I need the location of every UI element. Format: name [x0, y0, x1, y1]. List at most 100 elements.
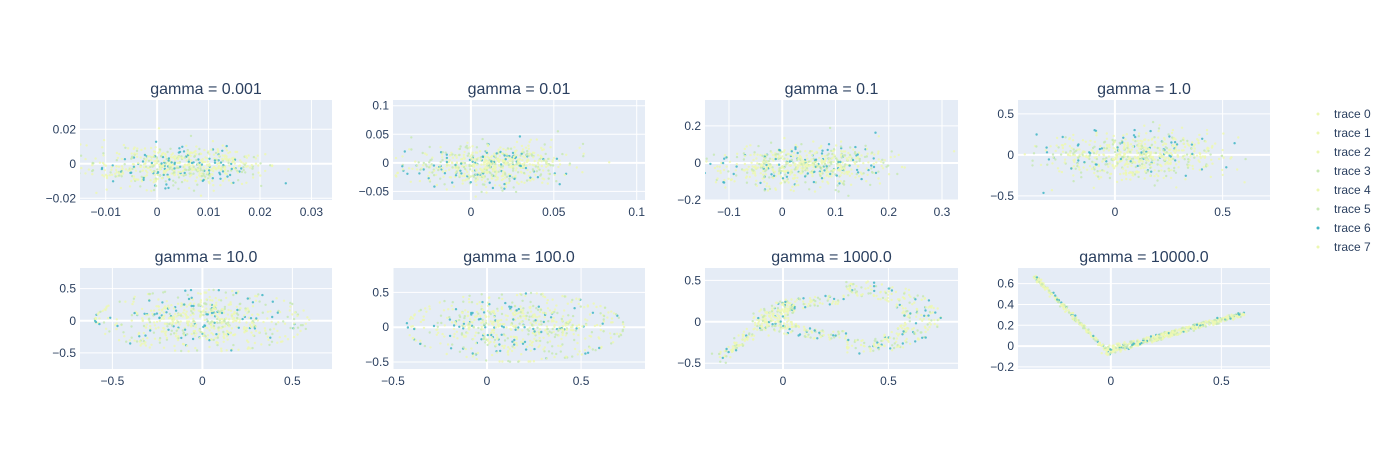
subplot-title: gamma = 100.0 [463, 249, 575, 266]
scatter-point [547, 334, 550, 337]
scatter-point [482, 332, 485, 336]
scatter-point [251, 167, 254, 170]
scatter-point [783, 325, 787, 328]
scatter-point [167, 304, 170, 307]
scatter-point [881, 167, 885, 170]
scatter-point [920, 313, 923, 317]
scatter-point [791, 155, 795, 158]
scatter-point [531, 331, 534, 335]
scatter-point [790, 320, 793, 324]
scatter-point [393, 148, 394, 151]
scatter-point [545, 357, 548, 360]
scatter-point [439, 177, 442, 180]
scatter-point [804, 332, 807, 335]
scatter-point [921, 336, 924, 339]
scatter-point [1064, 142, 1067, 146]
scatter-point [570, 328, 573, 332]
scatter-point [411, 325, 414, 328]
scatter-point [137, 331, 141, 335]
scatter-point [255, 295, 259, 298]
scatter-point [494, 162, 497, 166]
scatter-point [1145, 150, 1148, 153]
scatter-point [445, 156, 449, 160]
scatter-point [841, 161, 844, 164]
scatter-point [566, 302, 569, 305]
scatter-point [131, 175, 134, 178]
scatter-point [836, 164, 839, 168]
scatter-point [846, 172, 849, 176]
scatter-point [495, 171, 498, 174]
scatter-point [1158, 147, 1161, 150]
scatter-point [905, 337, 908, 341]
scatter-point [529, 360, 532, 363]
scatter-point [751, 320, 754, 323]
scatter-point [447, 308, 450, 311]
scatter-point [1187, 158, 1190, 161]
scatter-point [771, 153, 775, 157]
scatter-point [779, 323, 782, 326]
scatter-point [240, 167, 243, 170]
scatter-point [750, 161, 753, 164]
scatter-point [1180, 126, 1184, 129]
scatter-point [130, 179, 133, 183]
scatter-point [914, 332, 917, 336]
scatter-point [480, 305, 483, 308]
scatter-point [439, 151, 443, 154]
scatter-point [463, 174, 466, 178]
scatter-point [844, 163, 847, 166]
scatter-point [535, 292, 538, 295]
scatter-point [228, 173, 232, 177]
scatter-point [210, 326, 213, 329]
scatter-point [1174, 145, 1178, 148]
scatter-point [1059, 153, 1063, 156]
scatter-point [272, 327, 276, 330]
scatter-point [216, 334, 220, 338]
scatter-point [253, 341, 257, 345]
scatter-point [162, 151, 165, 155]
scatter-point [514, 190, 518, 194]
scatter-point [206, 327, 209, 330]
scatter-point [553, 324, 556, 327]
scatter-point [463, 315, 466, 318]
scatter-point [1114, 148, 1117, 151]
scatter-point [262, 320, 265, 324]
scatter-point [617, 335, 621, 338]
scatter-point [124, 168, 128, 171]
scatter-point [185, 144, 188, 147]
scatter-point [785, 153, 788, 157]
scatter-point [599, 304, 602, 308]
scatter-point [132, 165, 136, 168]
scatter-point [835, 144, 838, 147]
scatter-point [173, 173, 176, 176]
scatter-point [405, 322, 409, 325]
scatter-point [490, 154, 494, 158]
scatter-point [461, 324, 464, 327]
scatter-point [531, 163, 534, 166]
scatter-point [901, 346, 905, 349]
scatter-point [145, 189, 148, 192]
scatter-point [610, 321, 613, 324]
scatter-point [1084, 140, 1088, 143]
scatter-point [143, 153, 147, 157]
scatter-point [793, 309, 796, 312]
scatter-point [1122, 147, 1126, 150]
scatter-point [788, 305, 791, 308]
scatter-point [102, 321, 106, 324]
scatter-point [203, 160, 207, 164]
scatter-point [296, 333, 299, 336]
scatter-point [1172, 157, 1175, 161]
scatter-point [544, 159, 547, 162]
scatter-point [532, 360, 536, 363]
scatter-point [486, 339, 490, 342]
scatter-point [857, 165, 860, 168]
scatter-point [1124, 173, 1128, 176]
scatter-point [66, 150, 68, 152]
scatter-point [823, 169, 826, 172]
scatter-point [592, 302, 595, 305]
scatter-point [765, 182, 769, 185]
scatter-point [837, 168, 841, 171]
scatter-point [186, 150, 190, 153]
scatter-point [895, 345, 898, 349]
scatter-point [147, 313, 150, 316]
scatter-point [247, 154, 250, 157]
